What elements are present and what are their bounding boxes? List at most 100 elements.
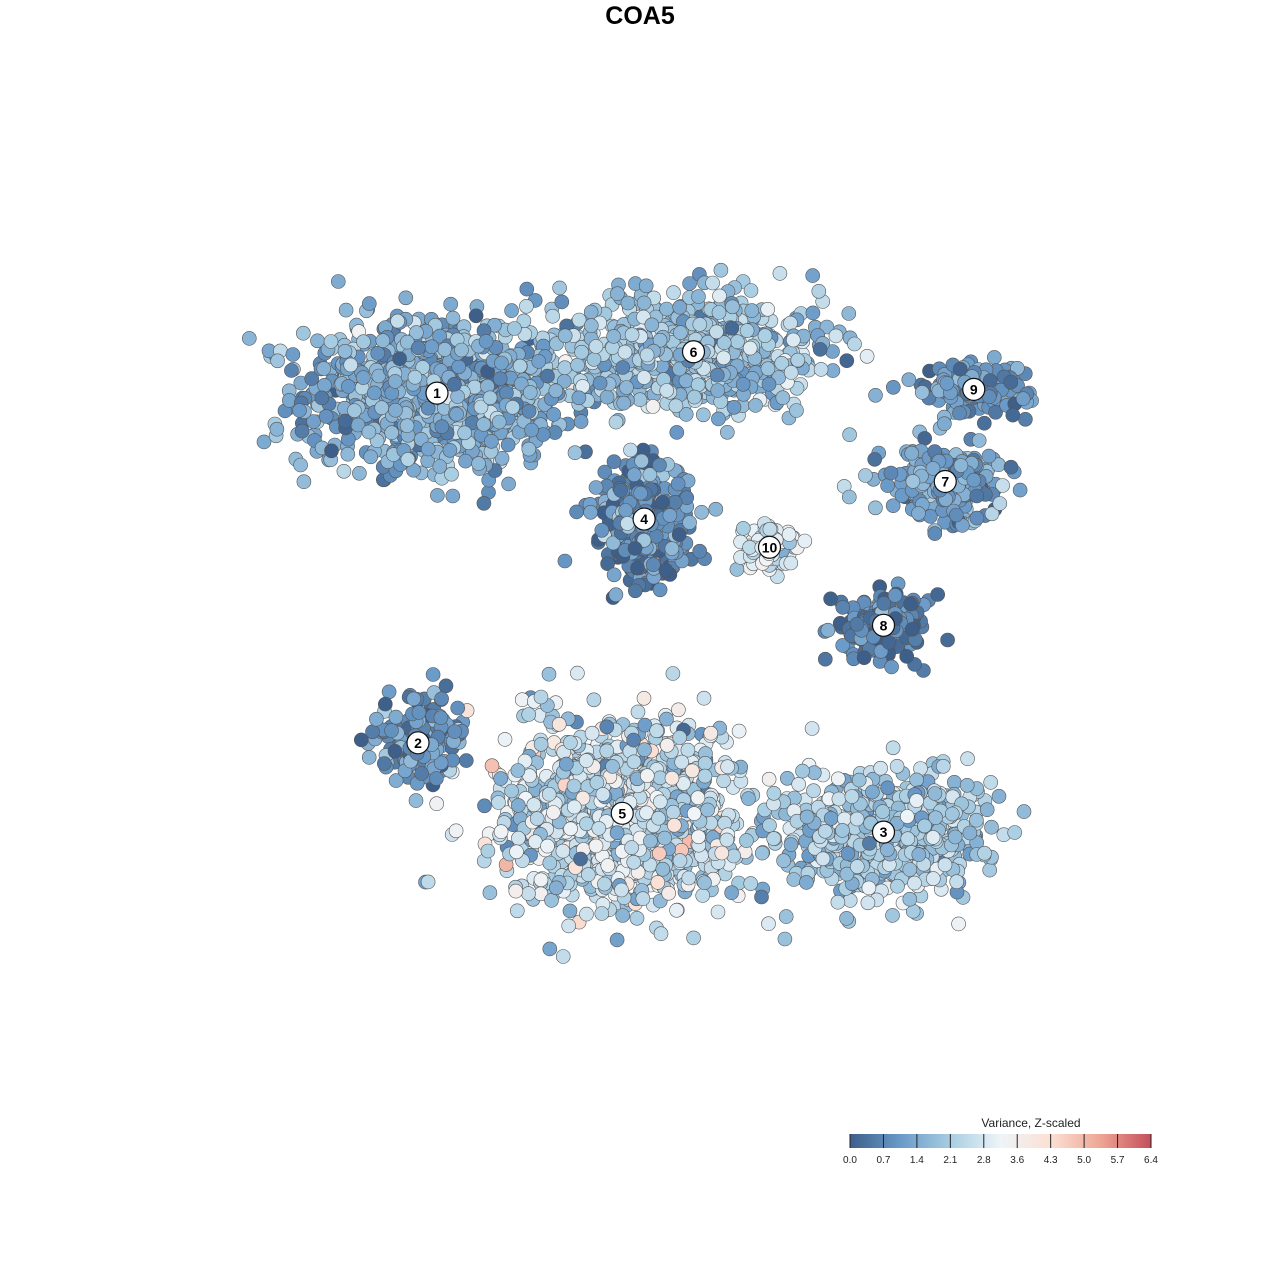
data-point xyxy=(661,885,677,901)
data-point xyxy=(672,299,688,315)
data-point xyxy=(635,891,651,907)
data-point xyxy=(557,553,573,569)
data-point xyxy=(636,295,652,311)
data-point xyxy=(444,466,459,482)
data-point xyxy=(542,941,558,957)
data-point xyxy=(376,756,392,771)
data-point xyxy=(429,796,445,812)
data-point xyxy=(569,504,584,520)
data-point xyxy=(730,334,745,350)
data-point xyxy=(505,399,521,415)
data-point xyxy=(644,317,660,333)
data-point xyxy=(839,353,855,369)
data-point xyxy=(724,885,739,901)
data-point xyxy=(905,474,921,489)
data-point xyxy=(659,737,675,753)
data-point xyxy=(519,281,535,297)
data-point xyxy=(904,621,920,637)
data-point xyxy=(708,501,724,517)
data-point xyxy=(533,736,549,752)
data-point xyxy=(330,274,346,289)
data-point xyxy=(501,476,516,492)
data-point xyxy=(623,442,638,458)
data-point xyxy=(256,434,272,450)
data-point xyxy=(548,383,564,399)
data-point xyxy=(952,405,967,421)
data-point xyxy=(757,328,773,344)
data-point xyxy=(823,591,838,607)
data-point xyxy=(484,758,500,774)
data-point xyxy=(337,343,353,359)
data-point xyxy=(819,319,835,335)
data-point xyxy=(976,415,992,431)
data-point xyxy=(514,692,530,708)
data-point xyxy=(361,424,377,440)
data-point xyxy=(507,321,522,336)
data-point xyxy=(548,880,564,896)
data-point xyxy=(885,498,901,514)
data-point xyxy=(504,783,519,799)
data-point xyxy=(384,425,400,441)
data-point xyxy=(390,313,405,329)
data-point xyxy=(468,308,484,324)
data-point xyxy=(626,854,642,870)
data-point xyxy=(719,424,735,440)
data-point xyxy=(555,843,571,859)
data-point xyxy=(388,709,404,725)
data-point xyxy=(783,365,799,380)
data-point xyxy=(567,445,583,461)
data-point xyxy=(830,894,846,910)
data-point xyxy=(626,467,642,483)
data-point xyxy=(719,832,735,848)
data-point xyxy=(296,474,312,490)
data-point xyxy=(521,707,537,722)
data-point xyxy=(678,407,694,422)
data-point xyxy=(652,794,668,810)
data-point xyxy=(754,845,770,861)
data-point xyxy=(450,700,466,716)
data-point xyxy=(583,304,599,320)
data-point xyxy=(645,399,661,414)
data-point xyxy=(363,449,379,465)
data-point xyxy=(457,425,472,441)
data-point xyxy=(566,799,582,815)
data-point xyxy=(907,875,922,891)
data-point xyxy=(690,790,706,806)
data-point xyxy=(580,867,596,882)
data-point xyxy=(672,853,688,868)
data-point xyxy=(899,649,915,664)
data-point xyxy=(599,389,615,405)
data-point xyxy=(666,817,682,833)
data-point xyxy=(562,903,578,919)
data-point xyxy=(969,510,985,526)
data-point xyxy=(533,689,549,705)
data-point xyxy=(540,368,555,384)
data-point xyxy=(805,305,821,321)
data-point xyxy=(606,454,622,470)
data-point xyxy=(445,488,461,504)
data-point xyxy=(672,730,688,745)
data-point xyxy=(336,463,352,479)
data-point xyxy=(433,710,449,726)
data-point xyxy=(630,704,646,720)
data-point xyxy=(592,375,608,391)
data-point xyxy=(285,347,301,362)
data-point xyxy=(526,797,542,813)
data-point xyxy=(542,855,558,871)
data-point xyxy=(835,600,851,615)
data-point xyxy=(781,527,797,542)
data-point xyxy=(904,445,920,461)
data-point xyxy=(512,358,528,374)
data-point xyxy=(594,906,610,921)
data-point xyxy=(775,390,791,406)
data-point xyxy=(686,930,701,946)
data-point xyxy=(806,783,821,799)
data-point xyxy=(783,315,798,331)
data-point xyxy=(992,496,1008,511)
data-point xyxy=(629,910,645,926)
data-point xyxy=(911,506,926,521)
data-point xyxy=(777,931,793,947)
data-point xyxy=(434,691,449,707)
data-point xyxy=(762,818,777,833)
